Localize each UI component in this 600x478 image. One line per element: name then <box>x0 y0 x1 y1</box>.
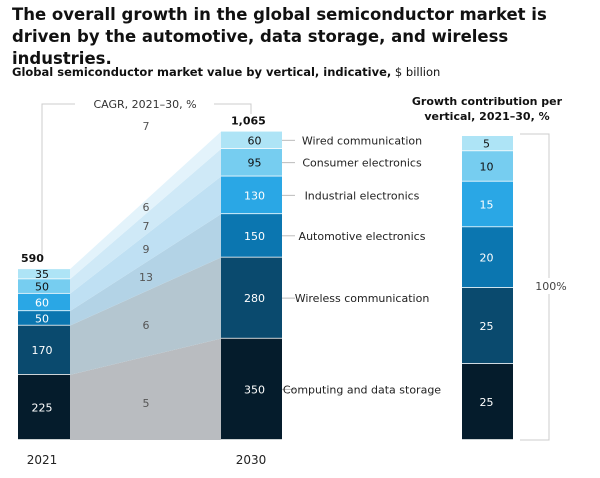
flow-band-automotive-electronics <box>70 214 221 326</box>
value-2021-automotive-electronics: 50 <box>35 312 49 325</box>
cagr-value-wireless-communication: 6 <box>143 319 150 332</box>
cagr-value-wired-communication: 6 <box>143 201 150 214</box>
contribution-value-wireless-communication: 25 <box>480 320 494 333</box>
contribution-total-bg <box>536 278 568 294</box>
contribution-value-industrial-electronics: 15 <box>480 198 494 211</box>
bar-2021-wired-communication <box>18 269 70 279</box>
value-2030-wired-communication: 60 <box>248 134 262 147</box>
bar-2030-automotive-electronics <box>221 214 282 257</box>
cagr-value-top: 7 <box>143 120 150 133</box>
subtitle-bold: Global semiconductor market value by ver… <box>12 65 392 79</box>
total-2030: 1,065 <box>231 115 266 128</box>
growth-flows <box>70 131 221 440</box>
bar-2030-wireless-communication <box>221 257 282 338</box>
contribution-bar-automotive-electronics <box>462 227 513 288</box>
contribution-bar-wired-communication <box>462 136 513 151</box>
value-2030-consumer-electronics: 95 <box>248 157 262 170</box>
series-label-consumer-electronics: Consumer electronics <box>302 157 422 170</box>
cagr-value-computing-and-data-storage: 5 <box>143 397 150 410</box>
bar-2021-computing-and-data-storage <box>18 374 70 440</box>
x-label-2021: 2021 <box>27 453 58 467</box>
chart-subtitle: Global semiconductor market value by ver… <box>12 65 440 79</box>
series-label-computing-and-data-storage: Computing and data storage <box>283 383 441 396</box>
contribution-total: 100% <box>535 280 566 293</box>
value-2030-wireless-communication: 280 <box>244 292 265 305</box>
subtitle-unit: $ billion <box>394 65 441 79</box>
value-2021-consumer-electronics: 50 <box>35 281 49 294</box>
contribution-title-line2: vertical, 2021–30, % <box>424 110 549 123</box>
contribution-value-consumer-electronics: 10 <box>480 160 494 173</box>
contribution-bar-wireless-communication <box>462 288 513 364</box>
series-label-industrial-electronics: Industrial electronics <box>305 189 420 202</box>
value-2030-automotive-electronics: 150 <box>244 230 265 243</box>
chart-labels: 5 6 13 9 7 6 7 225 350 Computing and data storage… <box>21 95 568 467</box>
value-2021-industrial-electronics: 60 <box>35 296 49 309</box>
bar-2030-industrial-electronics <box>221 176 282 214</box>
value-2021-wireless-communication: 170 <box>32 344 53 357</box>
cagr-value-automotive-electronics: 13 <box>139 271 153 284</box>
bar-2021-industrial-electronics <box>18 293 70 311</box>
value-2030-industrial-electronics: 130 <box>244 189 265 202</box>
cagr-bracket-right <box>214 103 252 114</box>
value-2030-computing-and-data-storage: 350 <box>244 383 265 396</box>
total-2021: 590 <box>21 252 44 265</box>
series-label-wireless-communication: Wireless communication <box>295 292 430 305</box>
bar-2030-consumer-electronics <box>221 148 282 176</box>
x-label-2030: 2030 <box>236 453 267 467</box>
bar-2021-automotive-electronics <box>18 311 70 325</box>
series-label-wired-communication: Wired communication <box>302 134 422 147</box>
contribution-bar-industrial-electronics <box>462 181 513 227</box>
flow-band-consumer-electronics <box>70 148 221 294</box>
contribution-bar-consumer-electronics <box>462 151 513 181</box>
cagr-value-consumer-electronics: 7 <box>143 220 150 233</box>
value-2021-computing-and-data-storage: 225 <box>32 401 53 414</box>
series-label-automotive-electronics: Automotive electronics <box>299 230 426 243</box>
contribution-bar-computing-and-data-storage <box>462 364 513 440</box>
flow-band-computing-and-data-storage <box>70 338 221 440</box>
cagr-title: CAGR, 2021–30, % <box>93 98 196 111</box>
value-2021-wired-communication: 35 <box>35 268 49 281</box>
bar-2021-consumer-electronics <box>18 279 70 293</box>
cagr-value-industrial-electronics: 9 <box>143 243 150 256</box>
flow-band-wired-communication <box>70 131 221 280</box>
bar-2030-wired-communication <box>221 131 282 149</box>
chart-headline: The overall growth in the global semicon… <box>12 5 547 68</box>
contribution-column <box>462 136 513 440</box>
cagr-bracket-left <box>41 103 75 255</box>
stacked-bars <box>18 131 282 440</box>
contribution-value-computing-and-data-storage: 25 <box>480 396 494 409</box>
bar-2021-wireless-communication <box>18 325 70 375</box>
flow-band-industrial-electronics <box>70 176 221 312</box>
flow-band-wireless-communication <box>70 257 221 375</box>
contribution-value-automotive-electronics: 20 <box>480 252 494 265</box>
contribution-value-wired-communication: 5 <box>483 138 490 151</box>
contribution-title-line1: Growth contribution per <box>412 95 563 108</box>
bar-2030-computing-and-data-storage <box>221 338 282 440</box>
